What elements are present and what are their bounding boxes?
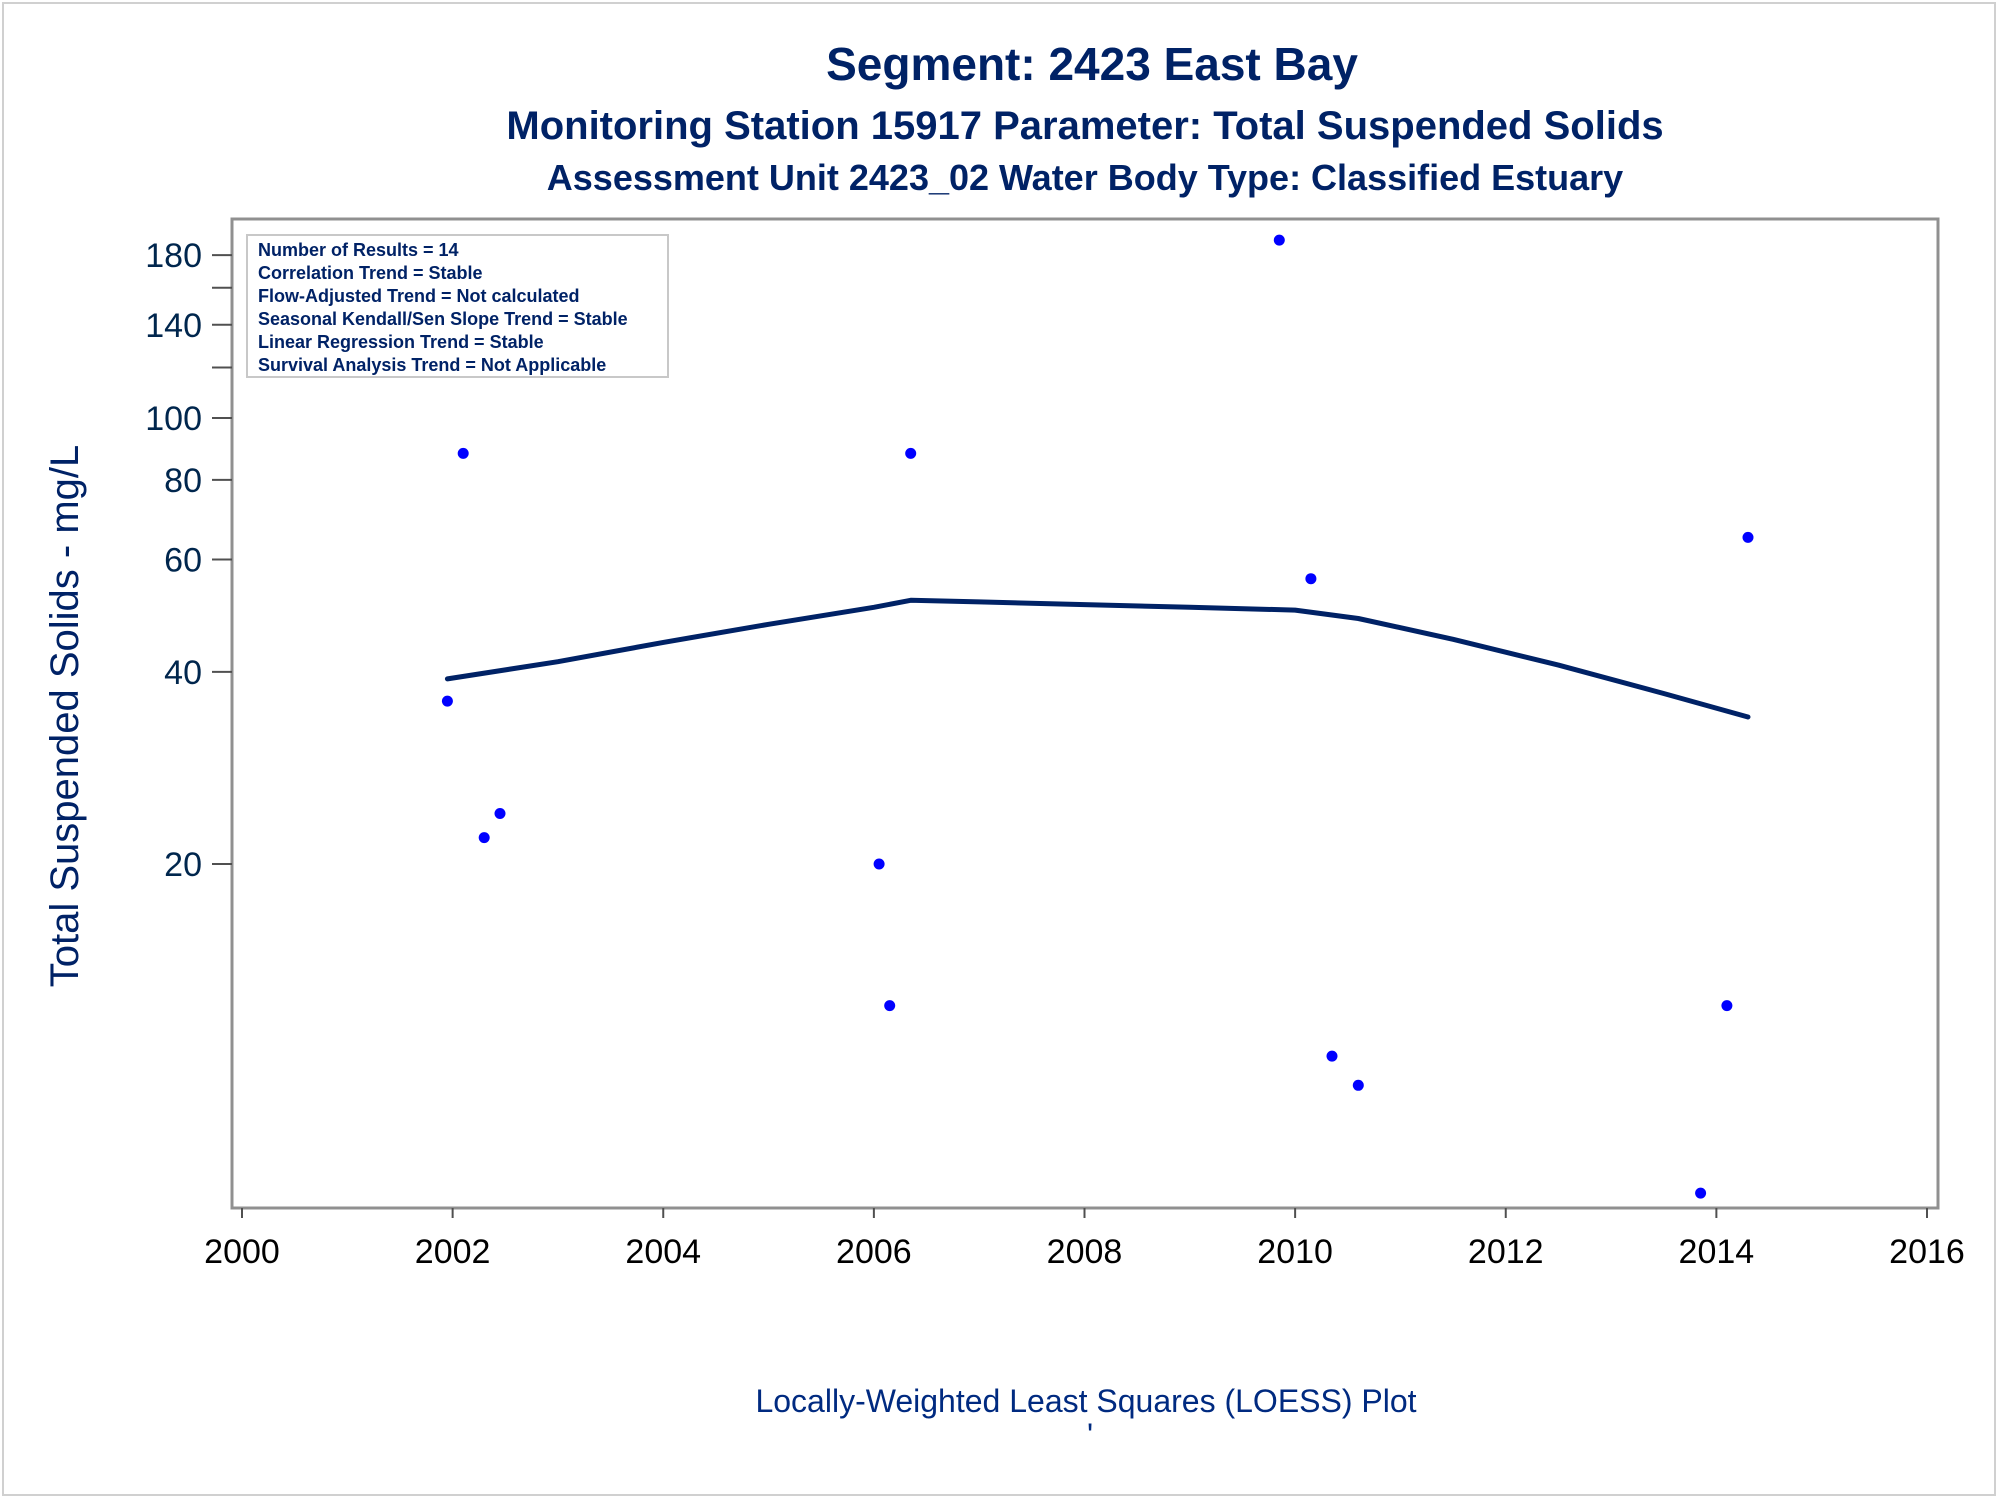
trend-summary-line-2: Correlation Trend = Stable [258,263,483,283]
x-tick-label: 2008 [1047,1233,1123,1271]
data-point [1695,1187,1707,1199]
x-tick-label: 2000 [204,1233,280,1271]
y-tick-label: 20 [164,846,202,884]
data-point [1326,1050,1338,1062]
trend-summary-line-3: Flow-Adjusted Trend = Not calculated [258,286,580,306]
data-point [1305,573,1317,585]
loess-trend-line [444,597,1751,720]
x-tick-label: 2006 [836,1233,912,1271]
x-tick-label: 2002 [415,1233,491,1271]
trend-summary-line-5: Linear Regression Trend = Stable [258,332,544,352]
data-points [441,234,1754,1199]
footnote-mark: ' [1087,1417,1093,1453]
data-point [457,447,469,459]
data-point [905,447,917,459]
data-point [873,858,885,870]
footnote: Locally-Weighted Least Squares (LOESS) P… [755,1383,1416,1419]
y-tick-label: 100 [145,400,202,438]
chart-subtitle-1: Monitoring Station 15917 Parameter: Tota… [506,104,1663,148]
trend-summary-box: Number of Results = 14 Correlation Trend… [246,234,669,378]
data-point [884,1000,896,1012]
y-tick-label: 180 [145,237,202,275]
x-tick-label: 2004 [625,1233,701,1271]
x-tick-label: 2012 [1468,1233,1544,1271]
x-tick-label: 2010 [1257,1233,1333,1271]
data-point [478,832,490,844]
chart-subtitle-2: Assessment Unit 2423_02 Water Body Type:… [547,157,1623,198]
data-point [1352,1079,1364,1091]
data-point [1721,1000,1733,1012]
y-axis: 20 40 60 80 100 140 180 [145,237,232,884]
y-axis-label: Total Suspended Solids - mg/L [43,445,87,988]
y-tick-label: 80 [164,462,202,500]
trend-summary-border [246,234,669,378]
data-point [441,695,453,707]
data-point [1273,234,1285,246]
chart-title: Segment: 2423 East Bay [826,38,1358,90]
x-tick-label: 2016 [1889,1233,1965,1271]
x-tick-label: 2014 [1679,1233,1755,1271]
trend-summary-line-4: Seasonal Kendall/Sen Slope Trend = Stabl… [258,309,628,329]
y-tick-label: 60 [164,542,202,580]
x-axis: 2000 2002 2004 2006 2008 2010 2012 2014 2016 [204,1208,1965,1271]
trend-summary-line-6: Survival Analysis Trend = Not Applicable [258,355,606,375]
data-point [494,808,506,819]
y-tick-label: 140 [145,307,202,345]
trend-summary-line-1: Number of Results = 14 [258,240,459,260]
y-tick-label: 40 [164,654,202,692]
data-point [1742,531,1754,543]
